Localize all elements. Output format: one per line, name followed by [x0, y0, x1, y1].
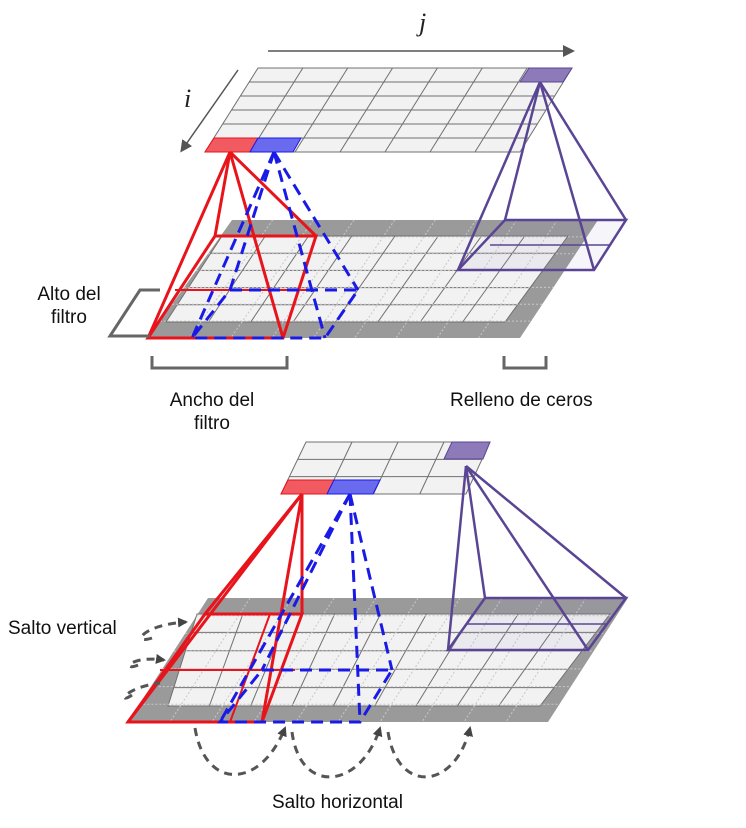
- horizontal-stride-arrows: [193, 726, 473, 779]
- top-diagram: [107, 45, 629, 370]
- filter-height-bracket: [107, 288, 160, 338]
- top-output-red-cell: [204, 137, 259, 153]
- horizontal-stride-label: Salto horizontal: [272, 792, 403, 813]
- zero-padding-bracket: [502, 356, 548, 370]
- bottom-output-red-cell: [280, 479, 335, 495]
- bottom-output-layer: [280, 441, 491, 495]
- top-output-layer: [204, 67, 573, 153]
- filter-width-label: Ancho del filtro: [169, 390, 255, 434]
- bottom-blue-receptive-field: [216, 493, 395, 724]
- zero-padding-label: Relleno de ceros: [450, 390, 593, 411]
- bottom-purple-receptive-field: [445, 465, 629, 652]
- vertical-stride-arrows: [123, 617, 188, 700]
- top-blue-receptive-field: [188, 151, 361, 340]
- top-output-purple-cell: [519, 67, 573, 83]
- i-axis-arrow: [180, 69, 239, 153]
- filter-height-label: Alto del filtro: [37, 284, 101, 328]
- bottom-output-blue-cell: [326, 479, 381, 495]
- top-input-layer: [148, 219, 598, 339]
- top-purple-receptive-field: [455, 81, 629, 272]
- top-output-blue-cell: [249, 137, 302, 153]
- top-input-grid: [160, 219, 587, 339]
- i-axis-label: i: [184, 84, 192, 113]
- filter-width-bracket: [150, 356, 289, 370]
- top-inner-input: [165, 235, 569, 323]
- bottom-output-purple-cell: [443, 441, 491, 460]
- vertical-stride-label: Salto vertical: [8, 618, 117, 639]
- bottom-diagram: [123, 441, 629, 779]
- j-axis-label: j: [419, 8, 427, 37]
